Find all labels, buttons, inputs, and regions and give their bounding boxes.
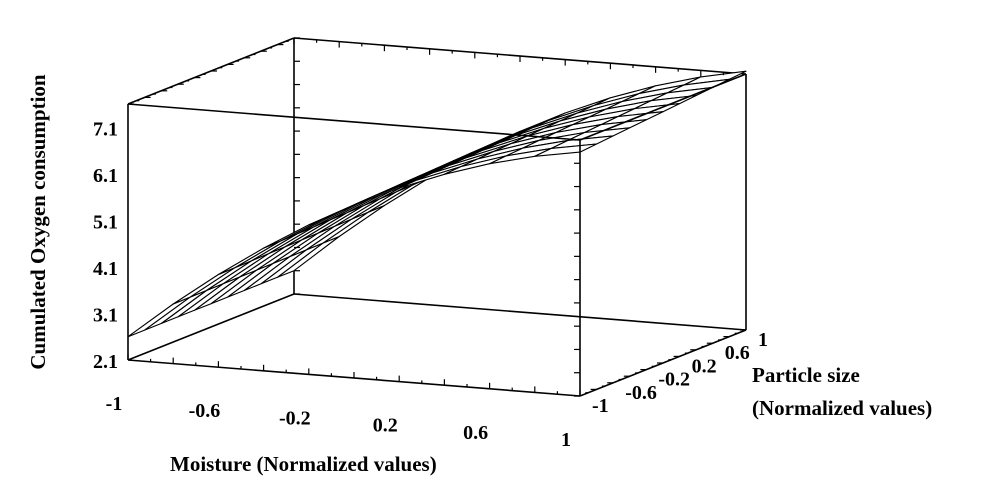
y-tick-label: -0.2 bbox=[658, 369, 690, 391]
plot-box-front bbox=[127, 73, 747, 397]
z-tick-label: 2.1 bbox=[93, 351, 118, 373]
z-tick-label: 5.1 bbox=[93, 211, 118, 233]
axis-tick-labels: -1 -0.6 -0.2 0.2 0.6 1-1-0.6-0.20.20.612.13.1… bbox=[93, 118, 768, 451]
box-edge-front-top bbox=[127, 103, 581, 141]
z-tick-label: 7.1 bbox=[93, 118, 118, 140]
x-tick-label: -0.6 bbox=[189, 400, 221, 422]
x-tick-label: 0.6 bbox=[463, 422, 488, 444]
y-tick-label: 0.6 bbox=[725, 342, 750, 364]
surface-cell bbox=[127, 296, 191, 338]
x-tick-label: -0.2 bbox=[279, 407, 311, 429]
y-tick-label: 1 bbox=[758, 329, 768, 351]
y-tick-label: 0.2 bbox=[692, 355, 717, 377]
surface-cell bbox=[534, 143, 598, 157]
y-tick-label: -0.6 bbox=[625, 382, 657, 404]
response-surface bbox=[127, 70, 747, 338]
x-axis-title: Moisture (Normalized values) bbox=[170, 452, 437, 476]
box-edge-right-top bbox=[579, 73, 747, 141]
surface-cell bbox=[160, 283, 224, 325]
axis-ticks bbox=[127, 37, 747, 397]
x-tick-label: 0.2 bbox=[373, 415, 398, 437]
y-tick-label: -1 bbox=[592, 395, 609, 417]
box-edge-left-bottom bbox=[127, 293, 295, 361]
x-tick-label: -1 bbox=[106, 393, 123, 415]
z-axis-title: Cumulated Oxygen consumption bbox=[26, 74, 50, 370]
surface-cell bbox=[398, 166, 462, 189]
z-tick-label: 6.1 bbox=[93, 165, 118, 187]
box-edge-back-bottom bbox=[293, 293, 747, 331]
y-axis-title-line1: Particle size bbox=[752, 363, 860, 387]
y-axis-title-line2: (Normalized values) bbox=[752, 396, 932, 420]
x-tick-label: 1 bbox=[561, 429, 571, 451]
z-tick-label: 3.1 bbox=[93, 304, 118, 326]
surface-cell bbox=[144, 289, 207, 331]
z-tick-label: 4.1 bbox=[93, 258, 118, 280]
